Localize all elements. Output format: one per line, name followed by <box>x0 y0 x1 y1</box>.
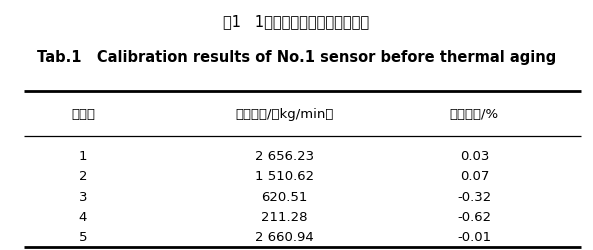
Text: 5: 5 <box>79 230 87 243</box>
Text: 3: 3 <box>79 190 87 203</box>
Text: 211.28: 211.28 <box>262 210 308 223</box>
Text: 袆1   1号传感器热时效前标定结果: 袆1 1号传感器热时效前标定结果 <box>224 14 369 29</box>
Text: 2 660.94: 2 660.94 <box>255 230 314 243</box>
Text: 620.51: 620.51 <box>262 190 308 203</box>
Text: 0.07: 0.07 <box>460 170 489 183</box>
Text: Tab.1   Calibration results of No.1 sensor before thermal aging: Tab.1 Calibration results of No.1 sensor… <box>37 50 556 65</box>
Text: 0.03: 0.03 <box>460 150 489 163</box>
Text: -0.32: -0.32 <box>457 190 492 203</box>
Text: 平均误差/%: 平均误差/% <box>450 107 499 120</box>
Text: 平均流量/（kg/min）: 平均流量/（kg/min） <box>235 107 334 120</box>
Text: 2: 2 <box>79 170 87 183</box>
Text: 1: 1 <box>79 150 87 163</box>
Text: 1 510.62: 1 510.62 <box>255 170 314 183</box>
Text: 4: 4 <box>79 210 87 223</box>
Text: -0.62: -0.62 <box>457 210 492 223</box>
Text: 2 656.23: 2 656.23 <box>255 150 314 163</box>
Text: 流量点: 流量点 <box>71 107 95 120</box>
Text: -0.01: -0.01 <box>457 230 492 243</box>
